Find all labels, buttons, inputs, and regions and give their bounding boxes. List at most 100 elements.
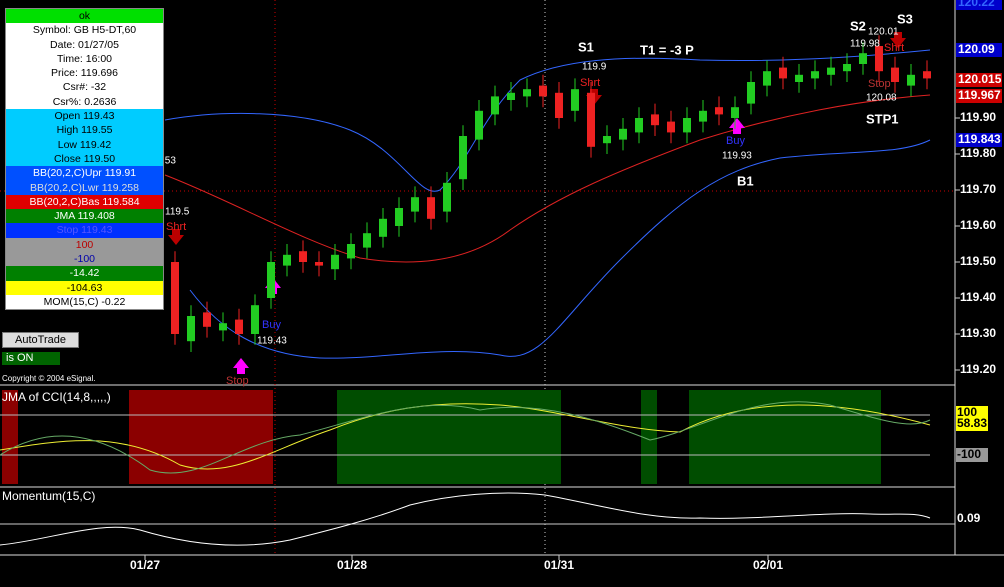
candle-body bbox=[427, 197, 435, 219]
panel-title: JMA of CCI(14,8,,,,,) bbox=[2, 390, 111, 404]
cci-tag bbox=[956, 406, 988, 420]
cci-zone bbox=[2, 390, 18, 484]
candle-body bbox=[475, 110, 483, 140]
candle-body bbox=[795, 74, 803, 82]
info-row: BB(20,2,C)Lwr 119.258 bbox=[6, 180, 163, 195]
info-row: Stop 119.43 bbox=[6, 223, 163, 238]
candle-body bbox=[763, 71, 771, 86]
autotrade-status: is ON bbox=[2, 352, 60, 365]
candle-body bbox=[859, 53, 867, 64]
cci-zone bbox=[689, 390, 881, 484]
candle-body bbox=[635, 118, 643, 133]
candle-body bbox=[411, 197, 419, 212]
annotation: Stop bbox=[226, 375, 249, 387]
candle-body bbox=[731, 107, 739, 118]
info-row: Open 119.43 bbox=[6, 109, 163, 124]
candle-body bbox=[891, 67, 899, 82]
momentum-line bbox=[0, 492, 931, 546]
panel-title: Momentum(15,C) bbox=[2, 489, 95, 503]
date-label: 01/31 bbox=[544, 558, 574, 572]
annotation: Shrt bbox=[884, 42, 904, 54]
shrt-arrow bbox=[168, 229, 184, 245]
info-row: BB(20,2,C)Upr 119.91 bbox=[6, 166, 163, 181]
candle-body bbox=[811, 71, 819, 79]
annotation: 119.9 bbox=[582, 62, 607, 73]
candle-body bbox=[619, 128, 627, 140]
candle-body bbox=[507, 92, 515, 100]
price-tag-label: 120.09 bbox=[958, 42, 995, 56]
info-row: ok bbox=[6, 9, 163, 24]
candle-body bbox=[667, 121, 675, 133]
bb-basis bbox=[164, 94, 931, 263]
price-tag-label: 119.967 bbox=[958, 88, 1001, 102]
candle-body bbox=[267, 262, 275, 298]
annotation: 119.5 bbox=[165, 207, 190, 218]
info-row: BB(20,2,C)Bas 119.584 bbox=[6, 194, 163, 210]
autotrade-button[interactable]: AutoTrade bbox=[2, 332, 79, 348]
candle-body bbox=[491, 96, 499, 115]
y-tick-label: 119.50 bbox=[960, 254, 996, 268]
copyright: Copyright © 2004 eSignal. bbox=[2, 374, 96, 383]
cci-label: 100 bbox=[957, 405, 977, 419]
annotation: S3 bbox=[897, 11, 913, 26]
info-row: Close 119.50 bbox=[6, 151, 163, 167]
cci-zone bbox=[641, 390, 657, 484]
price-tag-label: 120.015 bbox=[958, 72, 1002, 86]
candle-body bbox=[235, 319, 243, 334]
y-tick-label: 119.80 bbox=[960, 146, 996, 160]
price-tag bbox=[956, 43, 1002, 57]
annotation: 120.08 bbox=[866, 93, 897, 104]
annotation: S1 bbox=[578, 39, 594, 54]
candle-body bbox=[651, 114, 659, 126]
candle-body bbox=[299, 251, 307, 262]
cci-label: 58.83 bbox=[957, 416, 987, 430]
candle-body bbox=[187, 316, 195, 342]
date-label: 01/27 bbox=[130, 558, 160, 572]
candle-body bbox=[315, 262, 323, 266]
candle-body bbox=[379, 218, 387, 237]
annotation: .53 bbox=[162, 156, 176, 167]
info-row: JMA 119.408 bbox=[6, 209, 163, 224]
candle-body bbox=[395, 208, 403, 226]
candle-body bbox=[539, 85, 547, 97]
y-tick-label: 119.40 bbox=[960, 290, 996, 304]
annotation: B1 bbox=[737, 173, 754, 188]
info-panel: ok Symbol: GB H5-DT,60 Date: 01/27/05 Time:… bbox=[5, 8, 164, 311]
annotation: 119.98 bbox=[850, 39, 880, 50]
candle-body bbox=[363, 233, 371, 248]
info-row: Price: 119.696 bbox=[6, 66, 163, 81]
price-tag-label: 120.22 bbox=[958, 0, 995, 9]
candle-body bbox=[875, 46, 883, 72]
info-row: -100 bbox=[6, 252, 163, 267]
price-tag-label: 119.843 bbox=[958, 132, 1001, 146]
candle-body bbox=[571, 89, 579, 111]
cci-tag bbox=[956, 417, 988, 431]
annotation: T1 = -3 P bbox=[640, 42, 694, 57]
candle-body bbox=[683, 118, 691, 133]
info-row: MOM(15,C) -0.22 bbox=[6, 294, 163, 310]
shrt-arrow bbox=[890, 32, 906, 48]
bb-upper bbox=[164, 49, 931, 192]
annotation: Shrt bbox=[166, 221, 186, 233]
info-row: -14.42 bbox=[6, 266, 163, 281]
candle-body bbox=[699, 110, 707, 122]
candle-body bbox=[603, 136, 611, 144]
candle-body bbox=[283, 254, 291, 266]
info-row: Low 119.42 bbox=[6, 137, 163, 152]
candle-body bbox=[907, 74, 915, 86]
candle-body bbox=[171, 262, 179, 334]
info-row: High 119.55 bbox=[6, 123, 163, 138]
info-row: Csr#: -32 bbox=[6, 80, 163, 95]
candle-body bbox=[747, 82, 755, 104]
y-tick-label: 119.90 bbox=[960, 110, 996, 124]
cci-tag bbox=[956, 448, 988, 462]
candle-body bbox=[843, 64, 851, 72]
candle-body bbox=[923, 71, 931, 79]
info-row: 100 bbox=[6, 237, 163, 253]
annotation: Shrt bbox=[580, 77, 600, 89]
y-tick-label: 119.60 bbox=[960, 218, 996, 232]
price-tag bbox=[956, 73, 1002, 87]
y-tick-label: 119.70 bbox=[960, 182, 996, 196]
